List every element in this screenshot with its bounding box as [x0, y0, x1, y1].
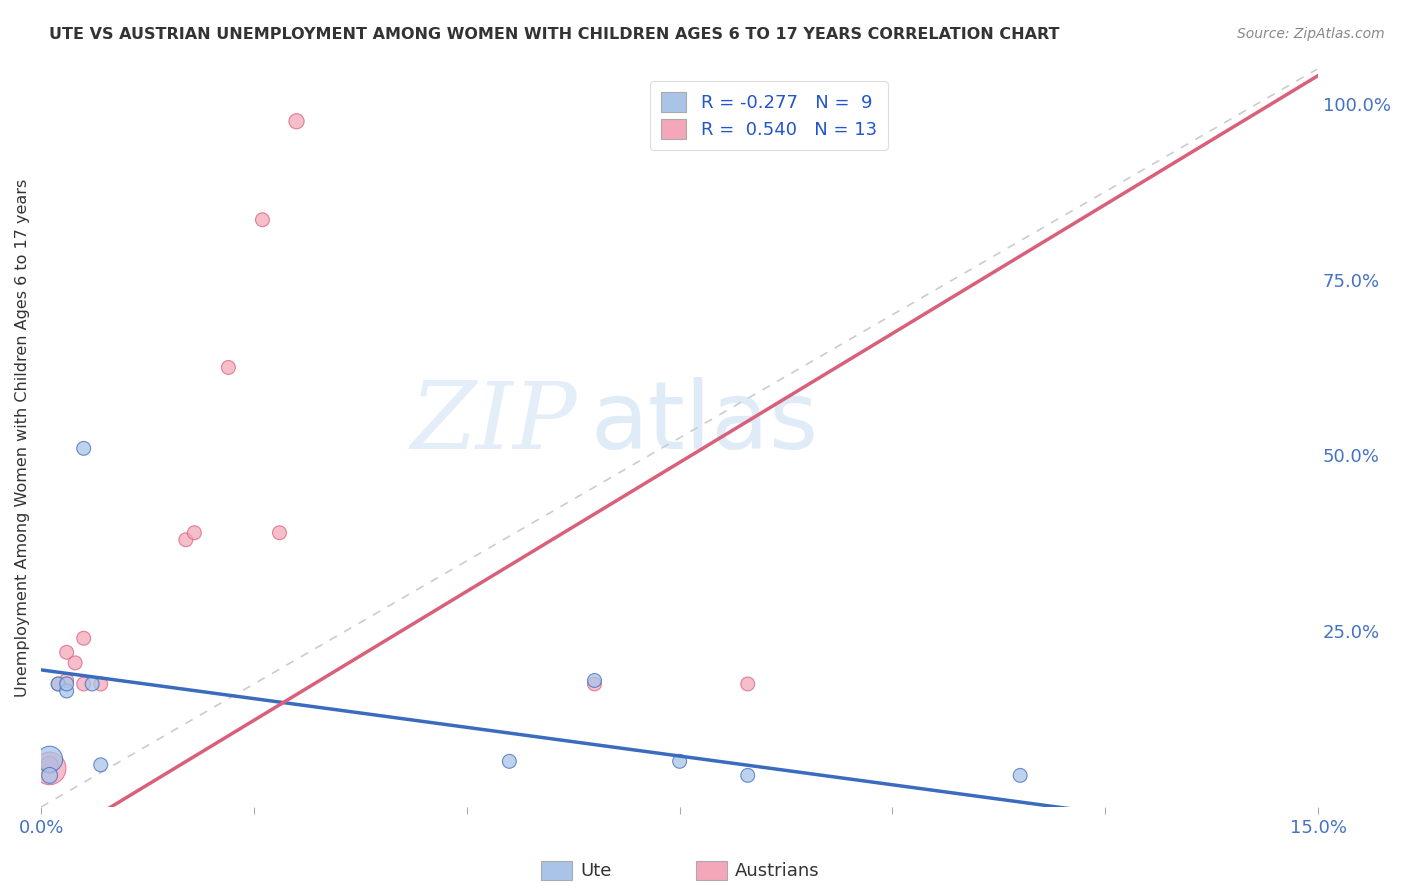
Text: atlas: atlas — [591, 377, 818, 469]
Text: Ute: Ute — [581, 862, 612, 880]
Text: Source: ZipAtlas.com: Source: ZipAtlas.com — [1237, 27, 1385, 41]
Point — [285, 114, 308, 128]
Point — [183, 525, 205, 540]
Point — [1010, 768, 1032, 782]
Text: UTE VS AUSTRIAN UNEMPLOYMENT AMONG WOMEN WITH CHILDREN AGES 6 TO 17 YEARS CORREL: UTE VS AUSTRIAN UNEMPLOYMENT AMONG WOMEN… — [49, 27, 1060, 42]
Point — [73, 442, 96, 456]
Text: ZIP: ZIP — [411, 378, 578, 468]
Point — [55, 645, 77, 659]
Point — [46, 677, 69, 691]
Point — [583, 677, 606, 691]
Point — [583, 673, 606, 688]
Point — [38, 757, 60, 772]
Point — [90, 677, 112, 691]
Point — [82, 677, 104, 691]
Point — [73, 632, 96, 646]
Point — [668, 755, 690, 769]
Text: Austrians: Austrians — [735, 862, 820, 880]
Point — [174, 533, 197, 547]
Point — [55, 673, 77, 688]
Y-axis label: Unemployment Among Women with Children Ages 6 to 17 years: Unemployment Among Women with Children A… — [15, 178, 30, 697]
Point — [63, 656, 86, 670]
Point — [737, 677, 759, 691]
Point — [46, 677, 69, 691]
Point — [269, 525, 291, 540]
Point — [498, 755, 520, 769]
Point — [73, 677, 96, 691]
Point — [38, 768, 60, 782]
Point — [38, 761, 60, 775]
Point — [217, 360, 239, 375]
Point — [38, 752, 60, 766]
Point — [55, 684, 77, 698]
Point — [55, 677, 77, 691]
Point — [252, 212, 274, 227]
Legend: R = -0.277   N =  9, R =  0.540   N = 13: R = -0.277 N = 9, R = 0.540 N = 13 — [650, 81, 887, 150]
Point — [737, 768, 759, 782]
Point — [90, 757, 112, 772]
